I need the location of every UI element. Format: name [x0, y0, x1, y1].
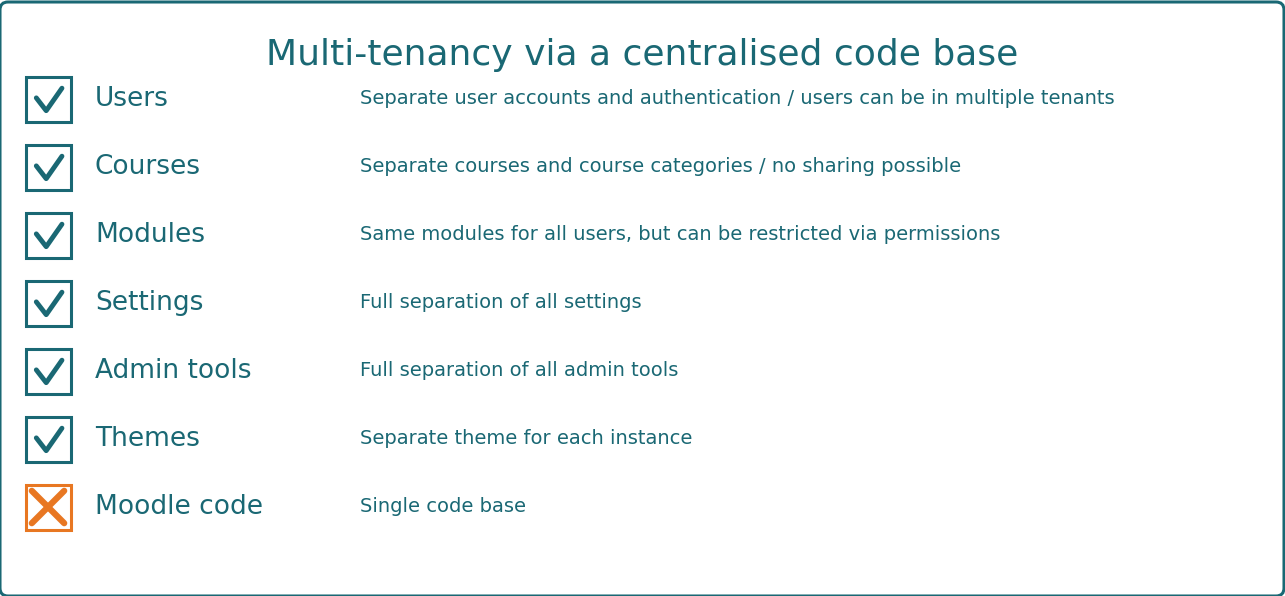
FancyBboxPatch shape: [26, 144, 71, 190]
FancyBboxPatch shape: [26, 213, 71, 257]
Text: Moodle code: Moodle code: [95, 494, 263, 520]
Text: Themes: Themes: [95, 426, 200, 452]
FancyBboxPatch shape: [26, 281, 71, 325]
Text: Separate theme for each instance: Separate theme for each instance: [360, 430, 693, 449]
FancyBboxPatch shape: [26, 485, 71, 529]
Text: Courses: Courses: [95, 154, 200, 180]
Text: Admin tools: Admin tools: [95, 358, 252, 384]
FancyBboxPatch shape: [26, 349, 71, 393]
Text: Multi-tenancy via a centralised code base: Multi-tenancy via a centralised code bas…: [266, 38, 1018, 72]
Text: Users: Users: [95, 86, 168, 112]
FancyBboxPatch shape: [26, 417, 71, 461]
Text: Same modules for all users, but can be restricted via permissions: Same modules for all users, but can be r…: [360, 225, 1001, 244]
FancyBboxPatch shape: [26, 76, 71, 122]
Text: Single code base: Single code base: [360, 498, 526, 517]
Text: Separate user accounts and authentication / users can be in multiple tenants: Separate user accounts and authenticatio…: [360, 89, 1114, 108]
Text: Modules: Modules: [95, 222, 206, 248]
Text: Full separation of all settings: Full separation of all settings: [360, 293, 641, 312]
Text: Separate courses and course categories / no sharing possible: Separate courses and course categories /…: [360, 157, 961, 176]
Text: Full separation of all admin tools: Full separation of all admin tools: [360, 362, 678, 380]
Text: Settings: Settings: [95, 290, 203, 316]
